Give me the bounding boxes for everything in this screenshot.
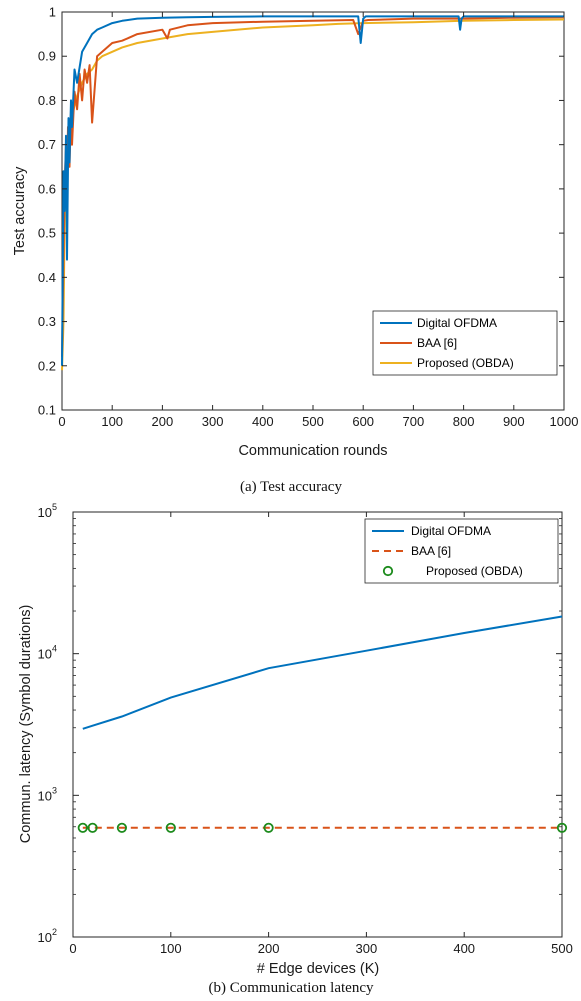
x-axis-label: Communication rounds bbox=[238, 443, 387, 459]
legend-box bbox=[364, 518, 559, 584]
communication-latency-chart: 0 100 200 300 400 500 102 103 104 105 # Edge devi… bbox=[18, 502, 573, 996]
x-tick-label: 0 bbox=[58, 414, 65, 429]
test-accuracy-chart: 0 100 200 300 400 500 600 700 800 900 1000 0.1 0.2 0.… bbox=[12, 5, 578, 496]
x-tick-label: 200 bbox=[258, 941, 280, 956]
x-tick-label: 400 bbox=[453, 941, 475, 956]
series-line-0 bbox=[61, 15, 564, 366]
y-tick-label: 103 bbox=[38, 785, 57, 803]
y-tick-label: 0.3 bbox=[38, 314, 56, 329]
legend-label: Digital OFDMA bbox=[411, 524, 491, 538]
y-tick-label: 0.6 bbox=[38, 181, 56, 196]
x-tick-label: 400 bbox=[252, 414, 274, 429]
x-tick-label: 0 bbox=[69, 941, 76, 956]
data-point-marker bbox=[165, 822, 176, 833]
data-point-marker bbox=[87, 822, 98, 833]
data-point-marker bbox=[116, 822, 128, 833]
legend-label: BAA [6] bbox=[417, 336, 457, 350]
legend-label: Proposed (OBDA) bbox=[417, 356, 514, 370]
y-tick-label: 0.8 bbox=[38, 93, 56, 108]
series-line-0 bbox=[82, 615, 563, 730]
y-axis-label: Commun. latency (Symbol durations) bbox=[18, 605, 34, 844]
y-tick-label: 1 bbox=[49, 5, 56, 20]
y-tick-label: 0.5 bbox=[38, 226, 56, 241]
x-tick-label: 500 bbox=[551, 941, 573, 956]
legend: Digital OFDMA BAA [6] Proposed (OBDA) bbox=[364, 518, 559, 584]
caption: (b) Communication latency bbox=[209, 980, 374, 996]
x-tick-label: 800 bbox=[453, 414, 475, 429]
x-axis-label: # Edge devices (K) bbox=[257, 961, 380, 977]
y-tick-label: 0.7 bbox=[38, 137, 56, 152]
legend: Digital OFDMA BAA [6] Proposed (OBDA) bbox=[372, 310, 558, 376]
y-tick-label: 104 bbox=[38, 644, 57, 662]
caption: (a) Test accuracy bbox=[240, 479, 342, 495]
x-tick-label: 200 bbox=[152, 414, 174, 429]
y-tick-label: 0.9 bbox=[38, 49, 56, 64]
data-point-marker bbox=[77, 822, 88, 833]
y-tick-label: 105 bbox=[38, 502, 57, 520]
y-axis-label: Test accuracy bbox=[12, 166, 28, 255]
y-tick-label: 102 bbox=[38, 927, 57, 945]
y-tick-label: 0.4 bbox=[38, 270, 56, 285]
x-tick-label: 600 bbox=[352, 414, 374, 429]
x-tick-label: 700 bbox=[403, 414, 425, 429]
x-tick-label: 100 bbox=[101, 414, 123, 429]
x-tick-label: 900 bbox=[503, 414, 525, 429]
data-point-marker bbox=[556, 822, 568, 833]
legend-label: Digital OFDMA bbox=[417, 316, 497, 330]
legend-label: Proposed (OBDA) bbox=[426, 564, 523, 578]
y-tick-label: 0.1 bbox=[38, 403, 56, 418]
data-point-marker bbox=[263, 822, 274, 833]
x-tick-label: 300 bbox=[356, 941, 378, 956]
x-tick-label: 1000 bbox=[550, 414, 579, 429]
x-tick-label: 300 bbox=[202, 414, 224, 429]
x-tick-label: 100 bbox=[160, 941, 182, 956]
x-tick-label: 500 bbox=[302, 414, 324, 429]
legend-swatch bbox=[382, 565, 394, 577]
y-tick-label: 0.2 bbox=[38, 358, 56, 373]
legend-label: BAA [6] bbox=[411, 544, 451, 558]
